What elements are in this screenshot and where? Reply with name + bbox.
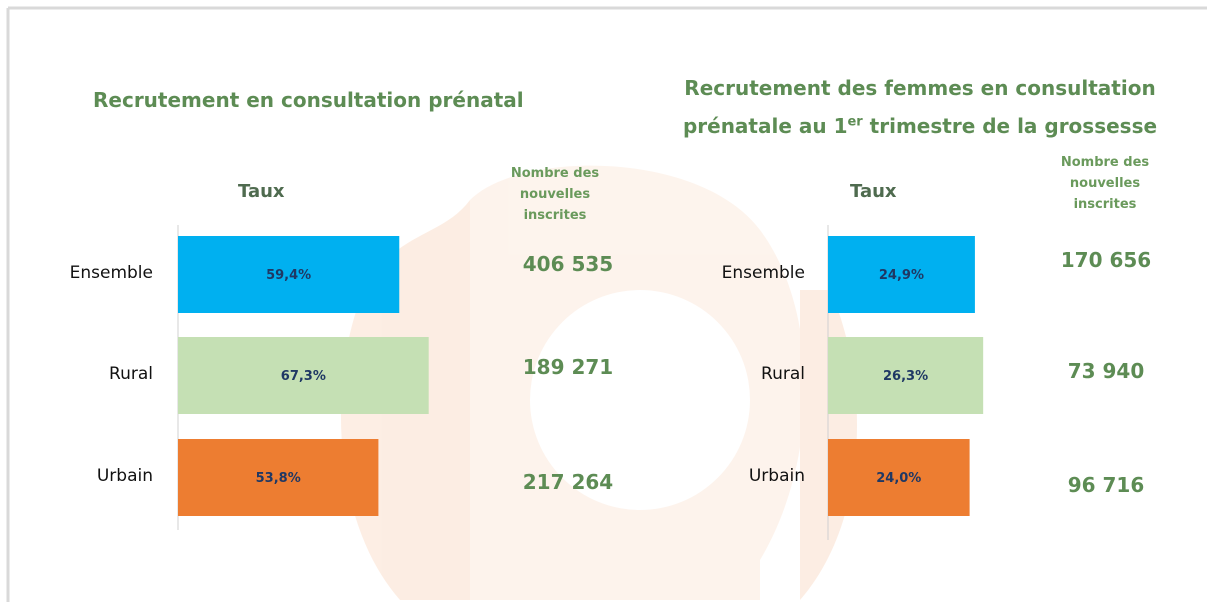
category-label: Ensemble [69,263,153,283]
count-label: 189 271 [522,355,614,379]
value-label: 67,3% [281,369,326,384]
category-label: Urbain [96,466,153,486]
bar [828,337,984,414]
category-label: Urbain [748,466,805,486]
counts-header: Nombre des nouvelles inscrites [510,166,600,223]
bar [178,236,400,313]
title-part: Recrutement des femmes en consultation p… [682,76,1156,138]
value-label: 24,9% [879,268,924,283]
value-label: 26,3% [883,369,928,384]
category-label: Ensemble [721,263,805,283]
value-label: 59,4% [266,268,311,283]
title-part: trimestre de la grossesse [862,114,1158,138]
title-part: er [847,114,863,130]
count-label: 406 535 [522,252,614,276]
category-label: Rural [761,364,805,384]
chart-title: Recrutement en consultation prénatal [93,88,524,112]
bar [178,337,429,414]
axis-title: Taux [850,181,897,202]
count-label: 170 656 [1060,248,1152,272]
counts-header: Nombre des nouvelles inscrites [1060,155,1150,212]
category-label: Rural [109,364,153,384]
count-label: 217 264 [522,470,614,494]
axis-title: Taux [238,181,285,202]
chart-title: Recrutement des femmes en consultation p… [660,69,1180,145]
value-label: 24,0% [876,471,921,486]
value-label: 53,8% [256,471,301,486]
bar [828,236,975,313]
count-label: 73 940 [1067,359,1145,383]
bar [178,439,379,516]
bar [828,439,970,516]
count-label: 96 716 [1067,473,1145,497]
